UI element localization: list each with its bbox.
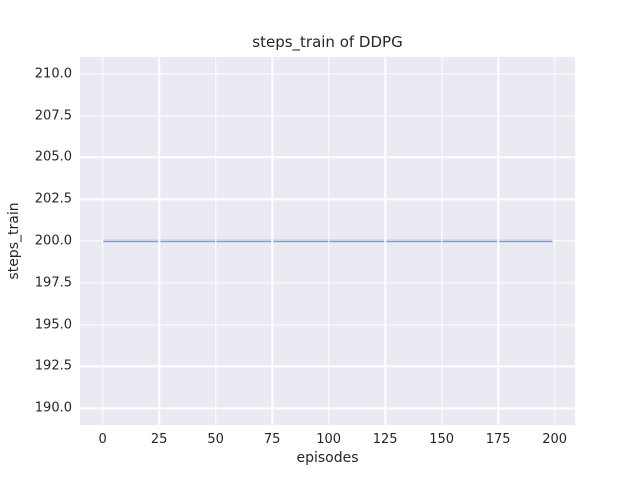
chart-title: steps_train of DDPG [252,33,403,51]
gridline-x [327,57,330,425]
x-tick-label: 100 [316,432,342,447]
y-tick-label: 207.5 [34,108,72,124]
gridline-y [80,282,575,284]
gridline-x [271,57,273,425]
y-axis-label: steps_train [6,202,22,280]
x-tick-label: 50 [207,432,224,447]
gridline-y [80,365,575,368]
gridline-x [497,57,499,425]
y-tick-label: 200.0 [34,233,72,249]
gridline-x [214,57,217,425]
y-tick-label: 210.0 [34,66,72,82]
gridline-y [80,114,575,117]
y-tick-label: 197.5 [34,275,72,291]
gridline-x [384,57,386,425]
plot-area [80,57,575,425]
x-tick-label: 200 [542,432,568,447]
y-tick-label: 192.5 [34,358,72,374]
x-tick-label: 125 [372,432,398,447]
gridline-x [553,57,556,425]
gridline-y [80,323,575,326]
gridline-y [80,198,575,200]
gridline-y [80,73,575,75]
x-tick-label: 175 [485,432,511,447]
y-tick-label: 190.0 [34,400,72,416]
gridline-x [440,57,443,425]
x-tick-label: 150 [429,432,455,447]
x-tick-label: 0 [98,432,107,447]
x-tick-label: 75 [263,432,281,447]
y-tick-label: 205.0 [34,149,72,165]
x-tick-label: 25 [150,432,168,447]
gridline-y [80,240,575,242]
gridline-y [80,407,575,409]
y-tick-label: 202.5 [34,191,72,207]
gridline-x [158,57,160,425]
gridline-y [80,156,575,159]
y-tick-label: 195.0 [34,317,72,333]
gridline-x [101,57,104,425]
x-axis-label: episodes [296,450,359,466]
